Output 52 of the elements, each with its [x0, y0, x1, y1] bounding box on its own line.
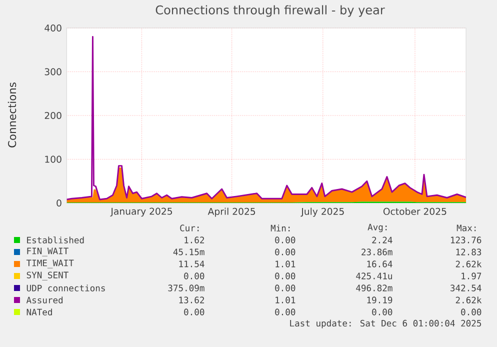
- text: 16.64: [367, 260, 392, 268]
- text: 45.15m: [173, 248, 204, 256]
- legend-label: Assured: [26, 296, 63, 304]
- text: 0.00: [184, 308, 204, 316]
- text: Min:: [270, 224, 290, 232]
- y-tick-label: 400: [44, 24, 62, 32]
- text: 13.62: [179, 296, 204, 304]
- text: 0.00: [372, 308, 392, 316]
- line-series: [66, 36, 466, 200]
- y-axis-title: Connections: [8, 82, 16, 148]
- text: 1.97: [462, 272, 482, 280]
- text: 23.86m: [362, 248, 392, 256]
- text: Max:: [456, 224, 476, 232]
- text: 11.54: [179, 260, 204, 268]
- text: 0.00: [275, 248, 296, 256]
- text: 1.01: [276, 260, 296, 268]
- text: 0.00: [275, 308, 296, 316]
- text: 12.83: [456, 248, 482, 256]
- chart-title: Connections through firewall - by year: [156, 5, 385, 17]
- legend-label: FIN_WAIT: [27, 248, 68, 256]
- x-tick-label: July 2025: [300, 208, 344, 217]
- text: 1.62: [184, 236, 204, 244]
- text: 425.41u: [356, 272, 392, 280]
- text: 0.00: [184, 272, 204, 280]
- text: 19.19: [367, 296, 392, 304]
- text: 123.76: [451, 236, 482, 244]
- text: 0.00: [275, 284, 296, 292]
- text: Avg:: [368, 224, 387, 232]
- text: 2.24: [372, 236, 392, 244]
- text: 0.00: [275, 236, 296, 244]
- text: 496.82m: [356, 284, 392, 292]
- y-tick-label: 300: [44, 68, 62, 76]
- legend-label: TIME_WAIT: [26, 260, 74, 268]
- text: 1.01: [276, 296, 296, 304]
- y-tick-label: 100: [45, 156, 62, 163]
- x-tick-label: January 2025: [110, 208, 172, 217]
- legend-label: NATed: [26, 308, 52, 316]
- text: 342.54: [450, 284, 482, 292]
- text: 0.00: [461, 308, 482, 316]
- text: 2.62k: [456, 296, 482, 304]
- y-tick-label: 200: [44, 112, 62, 120]
- text: Last update: Sat Dec 6 01:00:04 2025: [290, 320, 482, 328]
- x-tick-label: April 2025: [208, 208, 256, 217]
- legend-label: Established: [27, 236, 84, 244]
- text: 375.09m: [168, 284, 204, 292]
- text: 0.00: [275, 272, 296, 280]
- x-tick-label: October 2025: [383, 208, 446, 215]
- text: Cur:: [180, 224, 199, 232]
- legend-label: SYN_SENT: [26, 272, 68, 280]
- legend-label: UDP connections: [26, 284, 105, 292]
- y-tick-label: 0: [56, 199, 62, 207]
- text: 2.62k: [456, 260, 482, 268]
